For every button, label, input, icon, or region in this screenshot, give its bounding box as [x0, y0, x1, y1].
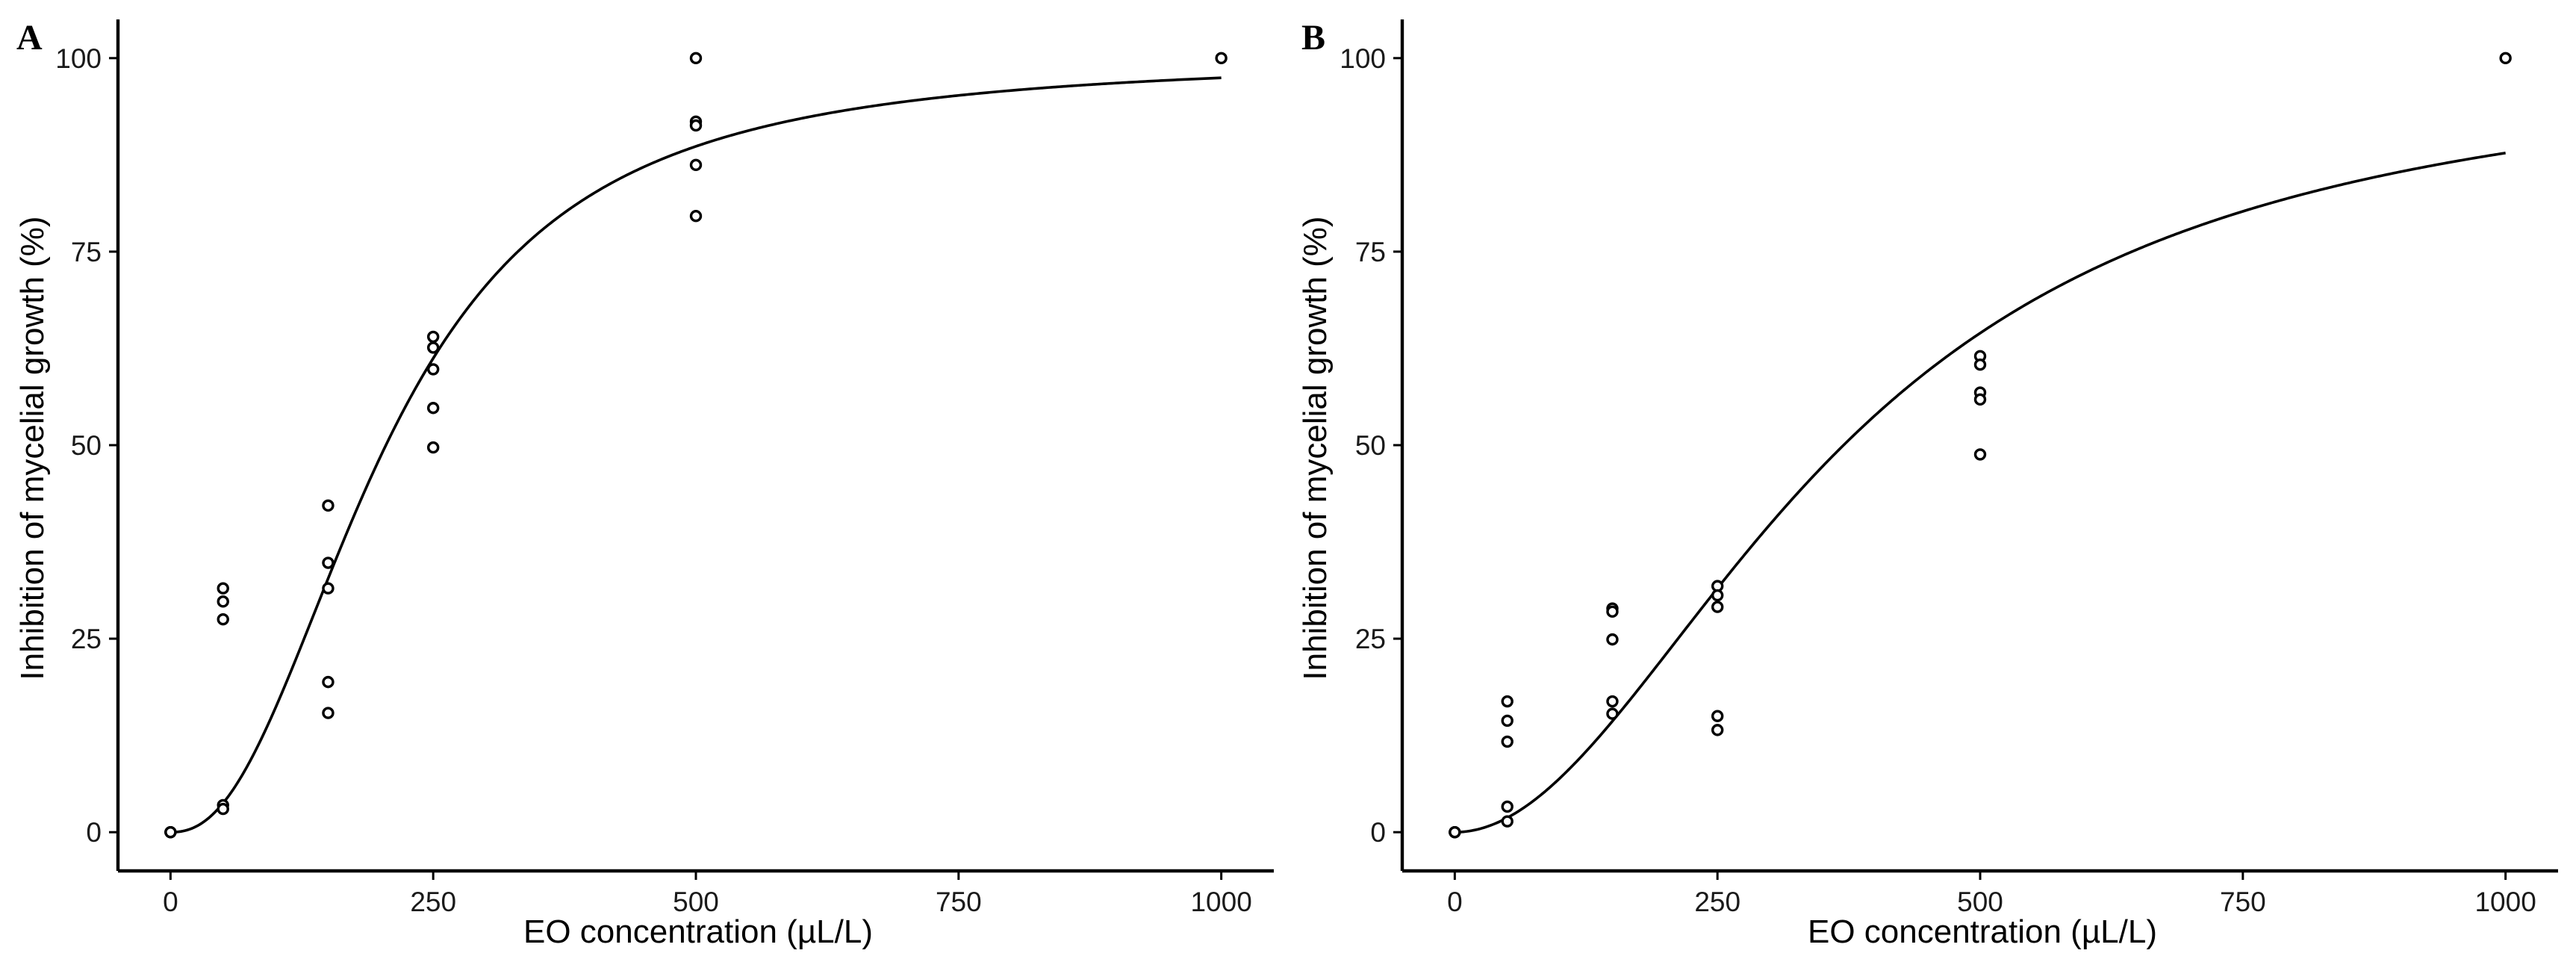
panel-a-letter: A: [16, 18, 43, 58]
panel-a-x-axis-title: EO concentration (µL/L): [523, 913, 873, 950]
panel-b-y-tick-label: 50: [1355, 430, 1386, 461]
panel-a-data-point: [322, 499, 335, 512]
panel-a-x-tick-label: 250: [410, 887, 456, 917]
panel-a-x-tick-label: 1000: [1190, 887, 1251, 917]
panel-b-data-point: [1711, 601, 1724, 613]
panel-a-fit-curve: [170, 76, 1222, 834]
panel-b-x-tick-label: 0: [1447, 887, 1463, 917]
panel-b-data-point: [1449, 825, 1461, 839]
panel-b-data-point: [2499, 52, 2512, 65]
panel-b-x-tick-label: 750: [2220, 887, 2266, 917]
panel-a-x-tick-label: 500: [673, 887, 719, 917]
panel-b: B Inhibition of mycelial growth (%) EO c…: [1297, 18, 2558, 950]
panel-b-data-point: [1501, 695, 1513, 708]
panel-a-data-point: [426, 341, 440, 354]
panel-b-data-point: [1711, 724, 1724, 736]
panel-a-data-point: [689, 158, 703, 172]
panel-a-data-point: [1215, 52, 1228, 65]
panel-b-x-tick-label: 500: [1957, 887, 2003, 917]
panel-a-data-point: [217, 612, 229, 626]
panel-a-data-point: [322, 556, 335, 569]
panel-b-data-point: [1711, 710, 1724, 722]
panel-b-y-tick-label: 100: [1340, 43, 1386, 74]
panel-a-data-point: [322, 675, 335, 689]
panel-a-data-point: [217, 582, 229, 595]
panel-a-data-point: [426, 330, 440, 344]
panel-a-data-point: [322, 707, 335, 719]
panel-a-y-tick-label: 50: [71, 430, 102, 461]
panel-b-data-point: [1606, 695, 1619, 708]
panel-a-data-point: [426, 441, 440, 454]
panel-b-data-point: [1606, 605, 1619, 618]
panel-a-data-point: [164, 825, 177, 839]
panel-b-data-point: [1501, 714, 1513, 727]
panel-b-y-tick-label: 75: [1355, 237, 1386, 267]
panel-a-data-point: [322, 582, 335, 595]
panel-b-data-point: [1501, 800, 1513, 813]
panel-b-data-point: [1973, 393, 1987, 406]
panel-a-y-axis-title: Inhibition of mycelial growth (%): [14, 216, 51, 680]
panel-b-data-point: [1606, 633, 1619, 646]
panel-a-data-point: [689, 119, 703, 132]
panel-a-y-tick-label: 25: [71, 624, 102, 654]
panel-a-y-tick-label: 75: [71, 237, 102, 267]
panel-a-x-tick-label: 750: [936, 887, 982, 917]
panel-b-fit-curve: [1455, 152, 2506, 834]
panel-a-y-tick-label: 100: [55, 43, 102, 74]
panel-b-data-point: [1711, 589, 1724, 602]
panel-a-data-point: [426, 363, 440, 376]
panel-b-data-point: [1501, 815, 1513, 828]
panel-a: A Inhibition of mycelial growth (%) EO c…: [14, 18, 1274, 950]
panel-a-x-tick-label: 0: [163, 887, 178, 917]
panel-b-letter: B: [1301, 18, 1325, 58]
panel-a-y-tick-label: 0: [86, 817, 102, 848]
panel-b-y-tick-label: 0: [1370, 817, 1386, 848]
panel-a-data-point: [689, 52, 703, 65]
panel-b-x-axis-title: EO concentration (µL/L): [1808, 913, 2157, 950]
panel-a-data-point: [426, 402, 440, 415]
panel-b-data-point: [1501, 735, 1513, 748]
panel-a-data-point: [217, 595, 229, 608]
panel-a-data-point: [217, 802, 229, 816]
panel-b-data-point: [1973, 359, 1987, 371]
panel-b-y-axis-title: Inhibition of mycelial growth (%): [1297, 216, 1334, 680]
panel-b-data-point: [1606, 707, 1619, 720]
panel-b-y-tick-label: 25: [1355, 624, 1386, 654]
panel-b-x-tick-label: 1000: [2474, 887, 2536, 917]
panel-b-x-tick-label: 250: [1694, 887, 1740, 917]
panel-a-data-point: [689, 210, 703, 223]
panel-b-data-point: [1973, 448, 1987, 461]
